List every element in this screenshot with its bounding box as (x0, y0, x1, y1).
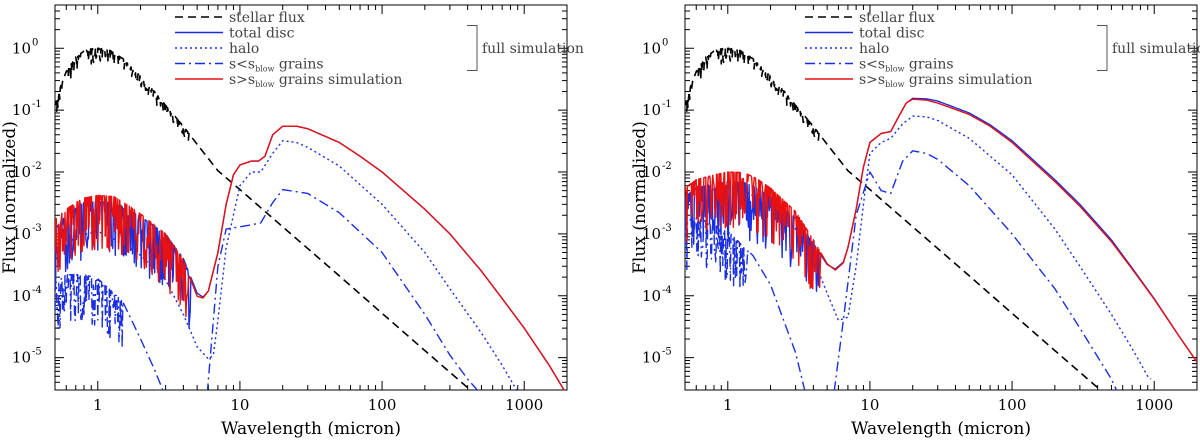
legend-label-total: total disc (859, 26, 925, 42)
series-small-line (55, 188, 479, 390)
legend-label-small: s<sblow grains (229, 57, 324, 74)
legend-bracket (467, 25, 478, 71)
y-tick-label: 10 (12, 349, 31, 367)
y-tick-label: 10 (642, 101, 661, 119)
y-tick-exponent: -2 (662, 161, 672, 172)
series-total-line (685, 97, 1197, 363)
x-tick-label: 1 (93, 396, 103, 414)
y-tick-label: 10 (12, 225, 31, 243)
series-halo-line (685, 115, 1152, 380)
y-tick-exponent: -1 (32, 99, 42, 110)
x-tick-label: 1 (723, 396, 733, 414)
y-tick-label: 10 (12, 39, 31, 57)
legend-label-large: s>sblow grains simulation (859, 72, 1032, 89)
plot-frame (54, 4, 568, 391)
y-tick-label: 10 (12, 287, 31, 305)
y-tick-label: 10 (642, 225, 661, 243)
y-tick-exponent: -4 (32, 285, 42, 296)
legend-bracket-label: full simulation (1112, 41, 1200, 57)
legend-label-total: total disc (229, 26, 295, 42)
series-stellar-line (685, 47, 1102, 390)
series-small-line (685, 150, 1118, 390)
legend-label-large: s>sblow grains simulation (229, 72, 402, 89)
x-tick-label: 1000 (505, 396, 543, 414)
y-tick-label: 10 (642, 163, 661, 181)
legend-label-stellar: stellar flux (229, 10, 305, 26)
legend-bracket-label: full simulation (482, 41, 584, 57)
y-tick-label: 10 (642, 349, 661, 367)
y-axis-label: Flux (normalized) (0, 121, 20, 274)
series-large-line (685, 98, 1197, 363)
y-tick-label: 10 (642, 287, 661, 305)
y-axis-label: Flux (normalized) (630, 121, 650, 274)
y-tick-exponent: -5 (662, 347, 672, 358)
y-tick-label: 10 (12, 163, 31, 181)
x-axis-label: Wavelength (micron) (851, 419, 1031, 439)
x-tick-label: 100 (368, 396, 397, 414)
legend-label-stellar: stellar flux (859, 10, 935, 26)
y-tick-exponent: -2 (32, 161, 42, 172)
y-tick-exponent: 0 (662, 37, 668, 48)
y-tick-label: 10 (12, 101, 31, 119)
legend-label-halo: halo (229, 41, 259, 57)
series-total-line (55, 125, 565, 390)
x-tick-label: 1000 (1135, 396, 1173, 414)
series-halo-line (55, 140, 518, 390)
legend-label-small: s<sblow grains (859, 57, 954, 74)
y-tick-exponent: 0 (32, 37, 38, 48)
x-tick-label: 10 (230, 396, 249, 414)
y-tick-exponent: -3 (662, 223, 672, 234)
series-stellar-line (55, 47, 472, 390)
y-tick-exponent: -1 (662, 99, 672, 110)
series-large-line (55, 125, 565, 390)
y-tick-exponent: -5 (32, 347, 42, 358)
x-axis-label: Wavelength (micron) (221, 419, 401, 439)
y-tick-label: 10 (642, 39, 661, 57)
y-tick-exponent: -3 (32, 223, 42, 234)
y-tick-exponent: -4 (662, 285, 672, 296)
x-tick-label: 10 (860, 396, 879, 414)
x-tick-label: 100 (998, 396, 1027, 414)
legend-bracket (1097, 25, 1108, 71)
legend-label-halo: halo (859, 41, 889, 57)
